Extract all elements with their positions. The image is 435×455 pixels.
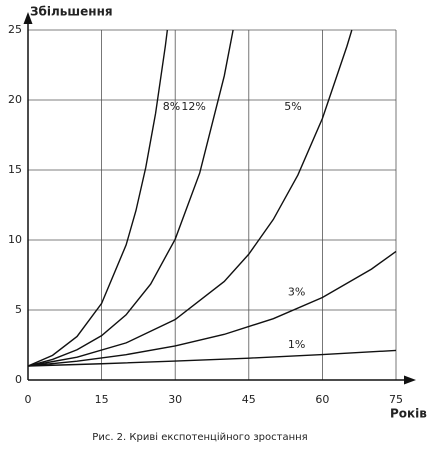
curve (27, 349, 397, 367)
curve-label: 1% (288, 338, 305, 351)
y-tick-label: 15 (8, 163, 22, 176)
y-tick-label: 20 (8, 93, 22, 106)
x-tick-label: 0 (25, 393, 32, 406)
caption: Рис. 2. Криві експотенційного зростання (92, 431, 307, 443)
y-tick-label: 5 (15, 303, 22, 316)
x-tick-label: 60 (315, 393, 329, 406)
curve-label: 8% (163, 100, 180, 113)
curve-label: 3% (288, 286, 305, 299)
curve-label: 12% (181, 100, 205, 113)
y-tick-label: 0 (15, 373, 22, 386)
curve (27, 29, 353, 367)
x-tick-label: 45 (242, 393, 256, 406)
curve (27, 29, 169, 367)
x-axis-label: Років (390, 407, 427, 421)
curve-label: 5% (284, 100, 301, 113)
y-tick-label: 25 (8, 23, 22, 36)
x-tick-label: 30 (168, 393, 182, 406)
curve (27, 250, 397, 367)
x-tick-label: 15 (95, 393, 109, 406)
y-tick-label: 10 (8, 233, 22, 246)
curve (27, 29, 234, 367)
y-axis-label: Збільшення (30, 5, 113, 19)
x-tick-label: 75 (389, 393, 403, 406)
